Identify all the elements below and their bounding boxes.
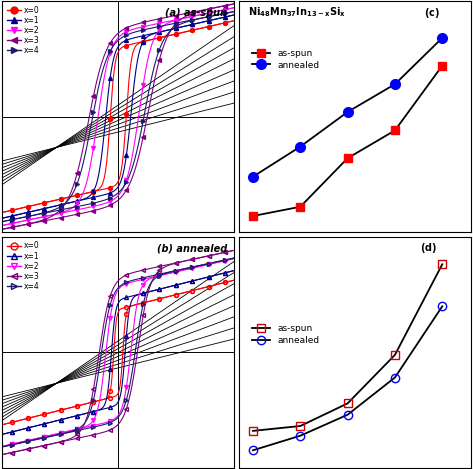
as-spun bbox=[250, 428, 256, 434]
as-spun bbox=[439, 262, 445, 267]
Line: as-spun: as-spun bbox=[249, 260, 447, 435]
Text: $\mathbf{Ni_{48}Mn_{37}In_{13-x}Si_x}$: $\mathbf{Ni_{48}Mn_{37}In_{13-x}Si_x}$ bbox=[248, 6, 346, 19]
annealed bbox=[439, 303, 445, 309]
Legend: x=0, x=1, x=2, x=3, x=4: x=0, x=1, x=2, x=3, x=4 bbox=[6, 5, 40, 56]
Legend: as-spun, annealed: as-spun, annealed bbox=[250, 322, 321, 347]
as-spun bbox=[345, 401, 350, 406]
Text: (b) annealed: (b) annealed bbox=[157, 244, 227, 254]
annealed bbox=[250, 174, 256, 180]
Legend: as-spun, annealed: as-spun, annealed bbox=[250, 47, 321, 71]
Line: annealed: annealed bbox=[248, 33, 447, 182]
annealed bbox=[345, 412, 350, 417]
as-spun bbox=[250, 213, 256, 219]
Line: annealed: annealed bbox=[249, 302, 447, 454]
annealed bbox=[298, 433, 303, 439]
annealed bbox=[392, 82, 398, 87]
Line: as-spun: as-spun bbox=[249, 61, 447, 220]
annealed bbox=[250, 447, 256, 453]
Text: (a) as-spun: (a) as-spun bbox=[165, 8, 227, 18]
annealed bbox=[298, 144, 303, 150]
as-spun bbox=[298, 423, 303, 429]
as-spun bbox=[345, 155, 350, 161]
as-spun bbox=[392, 128, 398, 133]
Text: $\mathbf{(d)}$: $\mathbf{(d)}$ bbox=[420, 242, 437, 256]
annealed bbox=[439, 35, 445, 41]
annealed bbox=[392, 375, 398, 380]
as-spun bbox=[392, 352, 398, 358]
as-spun bbox=[439, 63, 445, 68]
Legend: x=0, x=1, x=2, x=3, x=4: x=0, x=1, x=2, x=3, x=4 bbox=[6, 241, 40, 292]
annealed bbox=[345, 109, 350, 115]
as-spun bbox=[298, 204, 303, 210]
Text: $\mathbf{(c)}$: $\mathbf{(c)}$ bbox=[424, 6, 440, 20]
